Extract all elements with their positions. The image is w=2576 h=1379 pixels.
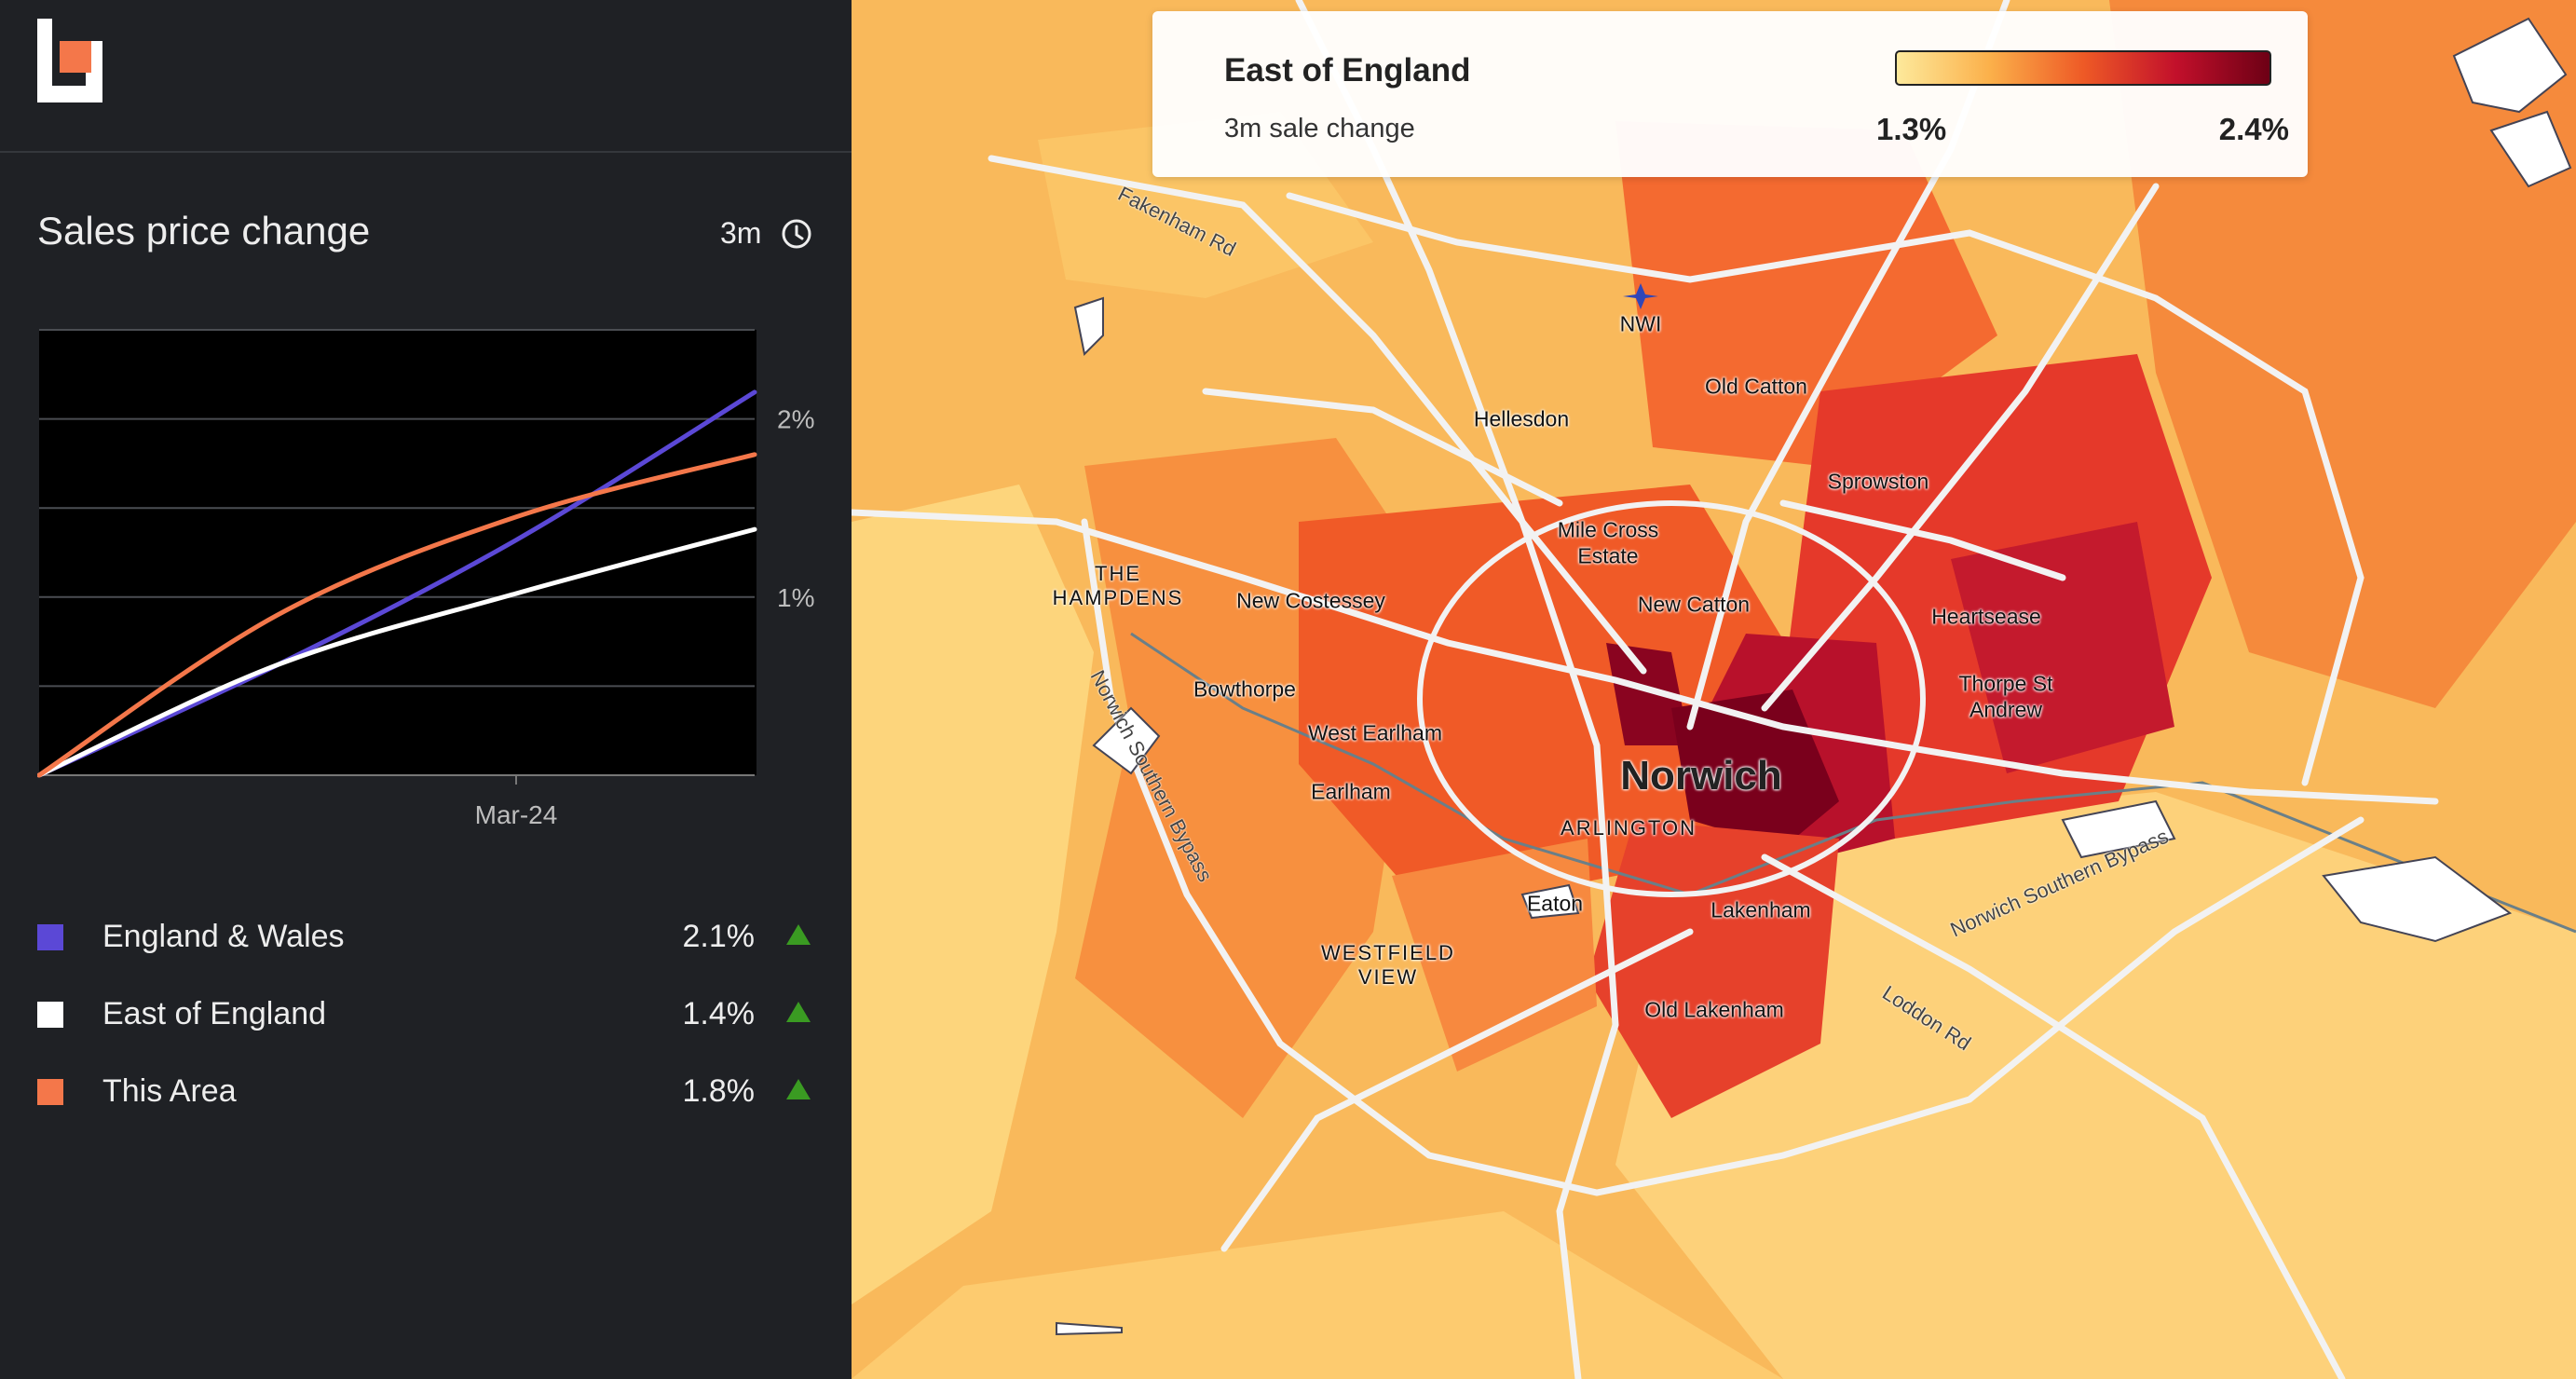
x-tick-label: Mar-24 <box>475 800 558 829</box>
series-line-this-area[interactable] <box>37 452 757 778</box>
legend-swatch <box>37 924 63 950</box>
place-label: Mile Cross <box>1557 517 1659 542</box>
legend-item[interactable]: East of England 1.4% <box>37 972 811 1049</box>
place-label: WESTFIELD <box>1321 941 1455 964</box>
place-label: Earlham <box>1311 779 1391 804</box>
place-label: West Earlham <box>1307 720 1443 745</box>
legend-label: This Area <box>102 1073 237 1109</box>
legend-value: 1.8% <box>682 1073 756 1109</box>
map-canvas[interactable] <box>852 0 2576 1379</box>
place-label: NWI <box>1619 311 1662 336</box>
up-arrow-icon <box>786 1002 811 1022</box>
place-label: THE <box>1095 562 1141 585</box>
legend-label: England & Wales <box>102 919 345 954</box>
legend: England & Wales 2.1% East of England 1.4… <box>37 894 811 1126</box>
chart-title: Sales price change <box>37 209 371 253</box>
airport-icon <box>1623 283 1658 309</box>
place-label: Andrew <box>1969 697 2042 722</box>
region-name: East of England <box>1224 52 1471 89</box>
place-label: ARLINGTON <box>1561 816 1697 840</box>
plot-area <box>39 330 756 775</box>
legend-value: 1.4% <box>682 996 756 1031</box>
color-scale-bar <box>1895 50 2271 86</box>
place-label: Bowthorpe <box>1193 676 1296 702</box>
sidebar-panel: Sales price change 3m 1% 2% Mar-24 Englan… <box>0 0 852 1379</box>
place-label: Heartsease <box>1931 604 2041 629</box>
y-tick-label: 1% <box>777 583 814 612</box>
legend-value: 2.1% <box>682 919 756 954</box>
place-label: Eaton <box>1526 891 1584 916</box>
clock-icon[interactable] <box>781 218 812 250</box>
scale-max-value: 2.4% <box>2218 112 2289 146</box>
map-legend-card: East of England 3m sale change 1.3% 2.4% <box>1152 11 2308 177</box>
legend-item[interactable]: England & Wales 2.1% <box>37 894 811 972</box>
series-line-east-of-england[interactable] <box>37 526 757 778</box>
place-label: VIEW <box>1357 965 1419 989</box>
series-line-england-wales[interactable] <box>37 389 757 778</box>
place-label: Old Catton <box>1705 374 1807 399</box>
place-label: Lakenham <box>1711 897 1811 922</box>
time-range-value[interactable]: 3m <box>720 216 762 250</box>
scale-min-value: 1.3% <box>1876 112 1947 146</box>
up-arrow-icon <box>786 924 811 945</box>
place-label: Sprowston <box>1827 469 1929 494</box>
logo-bar <box>0 0 852 153</box>
place-label: New Costessey <box>1236 588 1385 613</box>
metric-name: 3m sale change <box>1224 114 1415 143</box>
place-label: Estate <box>1577 543 1639 568</box>
choropleth-map[interactable]: NWI Old Catton Hellesdon Sprowston Mile … <box>852 0 2576 1379</box>
place-label: New Catton <box>1637 592 1751 617</box>
legend-item[interactable]: This Area 1.8% <box>37 1049 811 1126</box>
legend-label: East of England <box>102 996 327 1031</box>
price-change-chart: 1% 2% Mar-24 <box>37 329 814 829</box>
y-tick-label: 2% <box>777 405 814 434</box>
place-label: Thorpe St <box>1958 671 2053 696</box>
place-label: HAMPDENS <box>1052 586 1184 609</box>
legend-swatch <box>37 1002 63 1028</box>
up-arrow-icon <box>786 1079 811 1099</box>
legend-swatch <box>37 1079 63 1105</box>
place-label: Hellesdon <box>1473 406 1570 431</box>
place-label-norwich: Norwich <box>1620 753 1782 799</box>
logo-icon[interactable] <box>37 19 102 102</box>
place-label: Old Lakenham <box>1644 997 1784 1022</box>
